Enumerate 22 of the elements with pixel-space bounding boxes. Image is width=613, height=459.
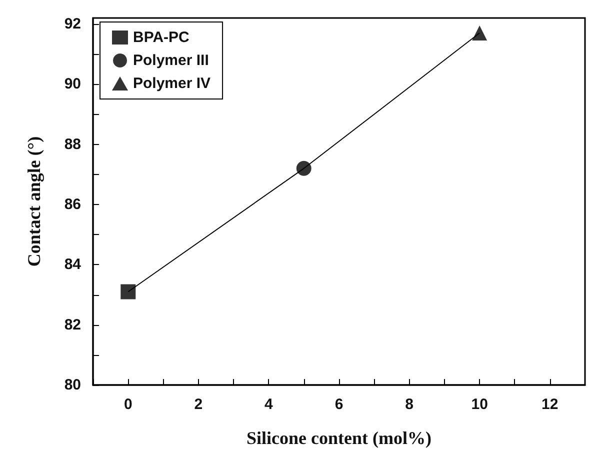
- legend-label: Polymer III: [133, 52, 209, 69]
- y-tick-label: 90: [64, 76, 81, 93]
- x-tick-label: 0: [124, 396, 132, 413]
- y-tick-label: 84: [64, 256, 82, 274]
- x-tick-label: 8: [405, 396, 414, 413]
- y-tick-label: 86: [64, 196, 81, 214]
- legend-label: BPA-PC: [133, 29, 190, 46]
- x-tick-label: 12: [542, 396, 558, 413]
- y-tick-label: 80: [64, 376, 81, 394]
- point: [296, 160, 312, 176]
- legend-label: Polymer IV: [133, 75, 211, 92]
- x-tick-label: 4: [264, 396, 274, 413]
- y-axis-title: Contact angle (°): [24, 136, 44, 267]
- x-axis-title: Silicone content (mol%): [246, 428, 432, 448]
- y-tick-label: 82: [64, 316, 81, 334]
- y-tick-label: 88: [64, 136, 81, 153]
- y-tick-label: 92: [64, 16, 81, 33]
- x-tick-label: 6: [334, 396, 344, 413]
- x-tick-label: 10: [471, 396, 488, 413]
- point: [120, 284, 136, 300]
- x-tick-label: 2: [194, 396, 203, 413]
- point: [472, 26, 488, 41]
